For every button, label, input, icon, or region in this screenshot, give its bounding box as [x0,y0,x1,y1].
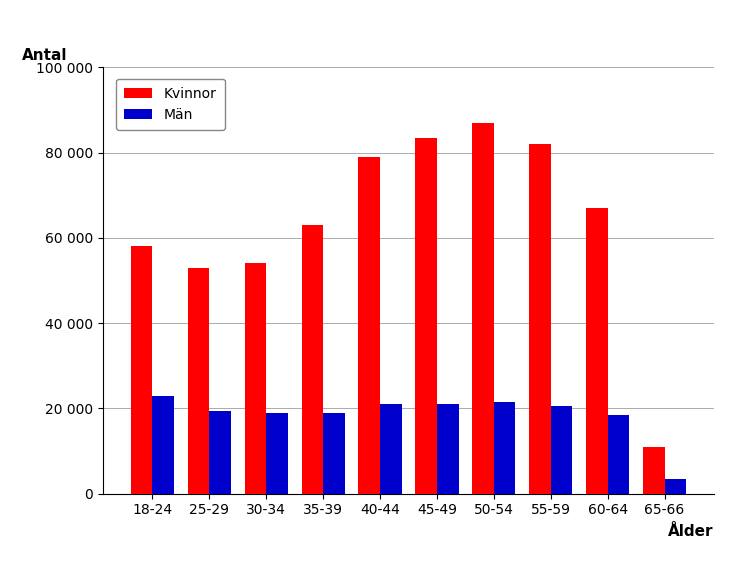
Bar [131,246,152,494]
Text: Antal: Antal [22,48,68,63]
Bar [244,264,266,494]
Bar [152,396,174,494]
Bar [586,208,608,494]
Bar [266,413,288,494]
Bar [415,137,437,494]
Bar [380,404,402,494]
Bar [665,479,686,494]
Bar [473,123,494,494]
Bar [323,413,344,494]
Legend: Kvinnor, Män: Kvinnor, Män [116,79,224,130]
Bar [529,144,551,494]
Bar [358,157,380,494]
Bar [643,447,665,494]
Bar [209,411,231,494]
Bar [302,225,323,494]
Bar [551,406,573,494]
Bar [494,402,515,494]
Bar [437,404,459,494]
Text: Ålder: Ålder [668,523,714,539]
Bar [608,415,629,494]
Bar [188,268,209,494]
